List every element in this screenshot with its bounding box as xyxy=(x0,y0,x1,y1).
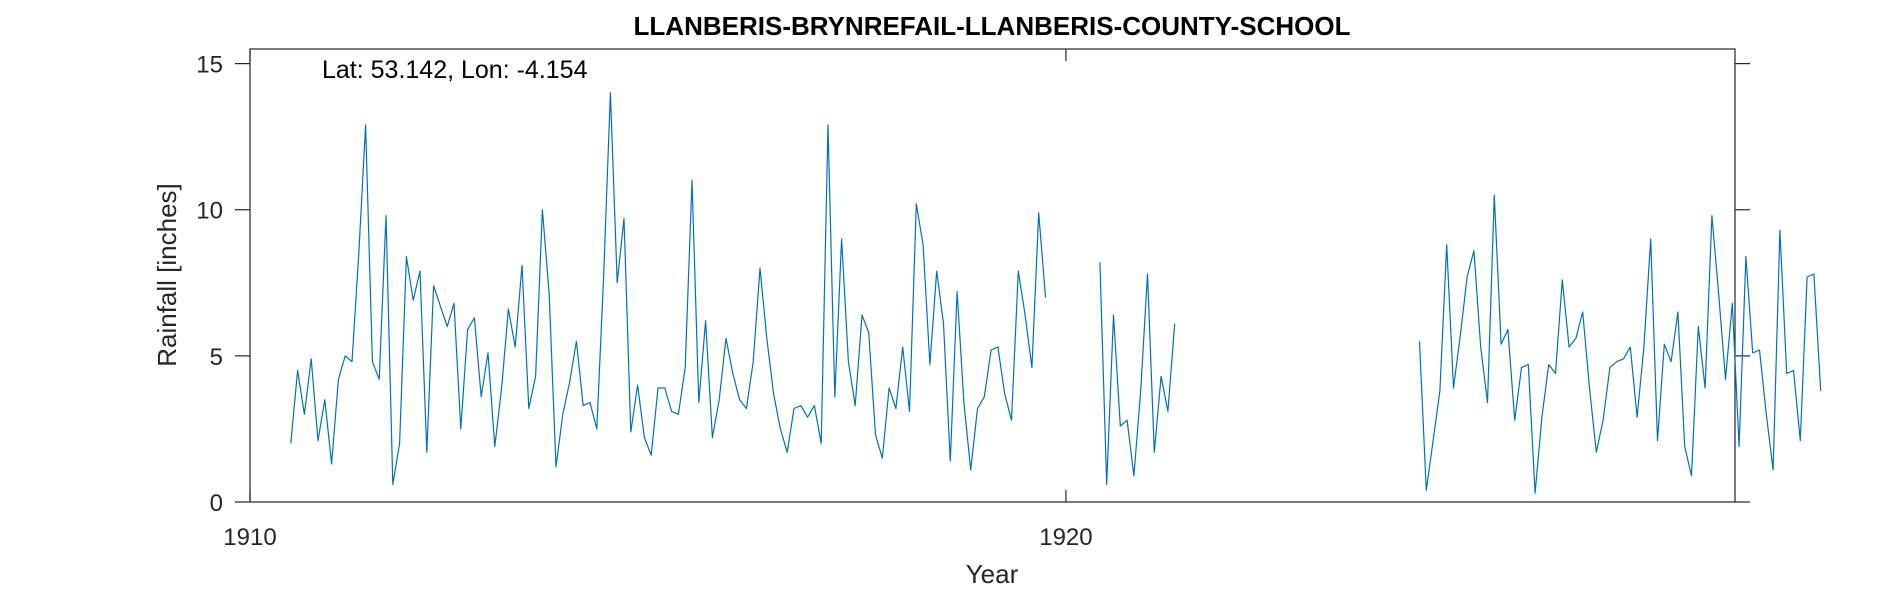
y-tick-label: 0 xyxy=(210,490,223,517)
y-axis-label: Rainfall [inches] xyxy=(152,183,182,367)
location-annotation: Lat: 53.142, Lon: -4.154 xyxy=(322,56,588,84)
x-tick-label: 1920 xyxy=(1039,524,1092,551)
x-tick-label: 1910 xyxy=(223,524,276,551)
chart-title: LLANBERIS-BRYNREFAIL-LLANBERIS-COUNTY-SC… xyxy=(634,11,1351,41)
x-axis-ticks: 1910 1920 xyxy=(223,49,1093,551)
series-layer xyxy=(290,92,1822,494)
plot-area xyxy=(249,48,1736,503)
y-tick-label: 10 xyxy=(196,198,223,225)
x-axis-label: Year xyxy=(966,559,1019,589)
y-tick-label: 5 xyxy=(210,344,223,371)
y-tick-label: 15 xyxy=(196,52,223,79)
y-axis-ticks: 0 5 10 15 xyxy=(196,52,1750,517)
rainfall-series-line xyxy=(290,92,1822,494)
